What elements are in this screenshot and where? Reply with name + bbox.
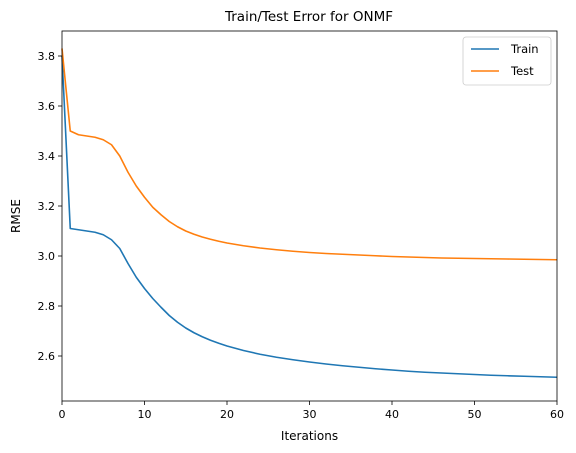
x-tick-label: 40	[385, 408, 399, 421]
x-axis-label: Iterations	[281, 429, 338, 443]
x-tick-label: 10	[138, 408, 152, 421]
y-tick-label: 3.6	[38, 100, 56, 113]
y-tick-label: 2.6	[38, 350, 56, 363]
plot-area	[61, 30, 558, 402]
chart-title: Train/Test Error for ONMF	[224, 9, 393, 25]
y-tick-label: 3.2	[38, 200, 56, 213]
x-tick-label: 50	[468, 408, 482, 421]
series-layer	[61, 48, 558, 379]
y-axis-label: RMSE	[9, 199, 23, 233]
x-tick-label: 60	[550, 408, 564, 421]
x-tick-label: 30	[303, 408, 317, 421]
x-tick-label: 0	[59, 408, 66, 421]
legend-label-test: Test	[510, 64, 534, 78]
y-tick-label: 3.0	[38, 250, 56, 263]
x-tick-label: 20	[220, 408, 234, 421]
x-axis: 0 10 20 30 40 50 60	[59, 401, 564, 421]
series-line-test	[61, 48, 558, 261]
legend: Train Test	[462, 36, 552, 86]
series-line-train	[61, 55, 558, 379]
y-axis: 2.6 2.8 3.0 3.2 3.4 3.6 3.8	[38, 50, 62, 363]
y-tick-label: 3.8	[38, 50, 56, 63]
legend-label-train: Train	[510, 42, 539, 56]
plot-frame	[61, 30, 558, 402]
y-tick-label: 2.8	[38, 300, 56, 313]
y-tick-label: 3.4	[38, 150, 56, 163]
